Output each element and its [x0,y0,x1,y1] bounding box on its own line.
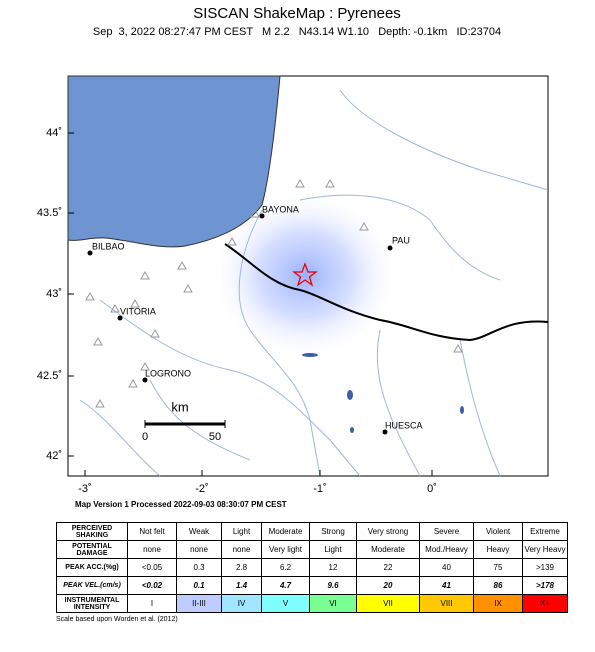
legend-table: PERCEIVED SHAKING Not felt Weak Light Modera… [56,522,568,613]
legend-cell: 20 [356,576,420,595]
scale-bar [144,420,226,428]
footnote: Scale based upon Worden et al. (2012) [56,616,178,623]
lat-label: 43˚ [46,288,62,300]
legend-cell: II-III [176,594,222,613]
lon-label: -2˚ [195,483,208,495]
city-label: LOGRONO [145,368,191,378]
legend-cell: 12 [309,558,357,577]
row-label: INSTRUMENTAL INTENSITY [56,594,128,613]
legend-cell: 0.1 [176,576,222,595]
legend-row: PERCEIVED SHAKING Not felt Weak Light Modera… [56,522,568,541]
legend-cell: Light [309,540,357,559]
legend-cell: VI [309,594,357,613]
lakes [302,353,464,433]
legend-cell: Very strong [356,522,420,541]
scale-unit: km [171,399,188,414]
row-label: PEAK VEL.(cm/s) [56,576,128,595]
legend-cell: Mod./Heavy [419,540,474,559]
legend-cell: Strong [309,522,357,541]
city-label: PAU [392,235,410,245]
legend-cell: 6.2 [261,558,310,577]
legend-cell: VII [356,594,420,613]
lon-label: -3˚ [78,483,91,495]
legend-cell: 2.8 [221,558,262,577]
lat-label: 42˚ [46,450,62,462]
city-dot [142,377,148,383]
legend-cell: Moderate [356,540,420,559]
city-dot [117,315,123,321]
legend-row: PEAK VEL.(cm/s) <0.02 0.1 1.4 4.7 9.6 20 41 86 >1… [56,576,568,595]
legend-cell: IX [473,594,523,613]
legend-cell: 1.4 [221,576,262,595]
legend-row: INSTRUMENTAL INTENSITY I II-III IV V VI VII VII… [56,594,568,613]
map: SISCAN ShakeMap : Pyrenees Sep 3, 2022 0… [37,5,549,509]
lon-label: -1˚ [313,483,326,495]
legend-cell: V [261,594,310,613]
legend-cell: 75 [473,558,523,577]
city-dot [87,250,93,256]
lon-label: 0˚ [427,483,437,495]
city-label: VITORIA [120,306,156,316]
row-label: PERCEIVED SHAKING [56,522,128,541]
legend-cell: IV [221,594,262,613]
legend-cell: 40 [419,558,474,577]
lat-label: 43.5˚ [37,207,62,219]
legend-cell: 4.7 [261,576,310,595]
city-label: BILBAO [92,241,125,251]
legend-cell: Extreme [522,522,568,541]
legend-cell: Heavy [473,540,523,559]
legend-cell: I [127,594,177,613]
legend-cell: 41 [419,576,474,595]
city-label: BAYONA [262,204,299,214]
legend-row: POTENTIAL DAMAGE none none none Very light Li… [56,540,568,559]
legend-cell: 0.3 [176,558,222,577]
legend-cell: Light [221,522,262,541]
city-dot [382,429,388,435]
scale-start: 0 [142,431,148,443]
row-label: POTENTIAL DAMAGE [56,540,128,559]
legend-cell: Severe [419,522,474,541]
scale-end: 50 [209,431,221,443]
legend-cell: VIII [419,594,474,613]
city-dot [259,213,265,219]
legend-cell: 9.6 [309,576,357,595]
legend-cell: >139 [522,558,568,577]
border [224,243,549,342]
lat-label: 42.5˚ [37,370,62,382]
legend-cell: 22 [356,558,420,577]
stations [85,178,463,408]
legend-cell: Very light [261,540,310,559]
legend-cell: Moderate [261,522,310,541]
city-label: HUESCA [385,420,423,430]
city-dot [387,245,393,251]
legend-cell: X+ [522,594,568,613]
sea [67,75,281,248]
processed-note: Map Version 1 Processed 2022-09-03 08:30… [75,500,287,509]
legend-cell: Violent [473,522,523,541]
legend-cell: none [221,540,262,559]
legend-row: PEAK ACC.(%g) <0.05 0.3 2.8 6.2 12 22 40 75 >139 [56,558,568,577]
row-label: PEAK ACC.(%g) [56,558,128,577]
intensity-area [210,190,400,360]
subtitle: Sep 3, 2022 08:27:47 PM CEST M 2.2 N43.1… [93,26,501,38]
legend-cell: <0.05 [127,558,177,577]
legend-cell: >178 [522,576,568,595]
legend-cell: none [176,540,222,559]
legend-cell: Not felt [127,522,177,541]
legend-cell: <0.02 [127,576,177,595]
legend-cell: Weak [176,522,222,541]
legend-cell: Very Heavy [522,540,568,559]
rivers [79,89,549,477]
legend-cell: none [127,540,177,559]
epicenter [292,262,318,287]
legend-cell: 86 [473,576,523,595]
title: SISCAN ShakeMap : Pyrenees [193,5,401,22]
lat-label: 44˚ [46,127,62,139]
